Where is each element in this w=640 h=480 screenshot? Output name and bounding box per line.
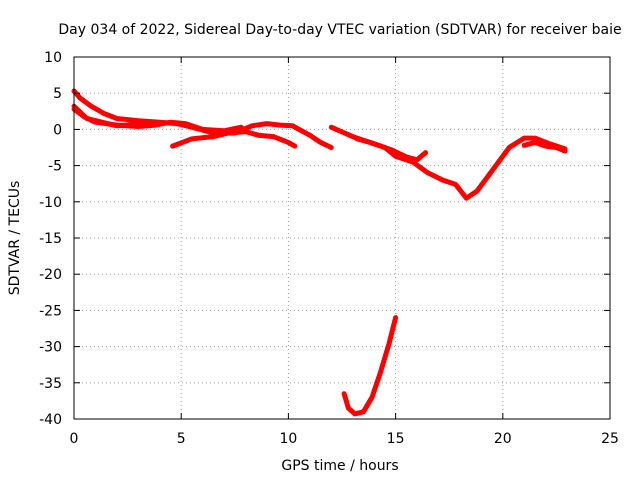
y-tick-label: 0 [53, 122, 62, 138]
series-line-trace-c [71, 103, 152, 129]
x-tick-label: 20 [494, 431, 512, 447]
x-axis-ticks: 0 5 10 15 20 25 [70, 57, 619, 447]
y-tick-label: -10 [39, 195, 62, 211]
y-tick-label: -25 [39, 303, 62, 319]
x-tick-label: 0 [70, 431, 79, 447]
y-axis-ticks: -40 -35 -30 -25 -20 -15 -10 -5 0 5 10 [39, 50, 610, 428]
y-tick-label: 5 [53, 86, 62, 102]
series-line-trace-f [354, 135, 568, 201]
x-tick-label: 10 [279, 431, 297, 447]
y-tick-label: -30 [39, 340, 62, 356]
x-tick-label: 25 [601, 431, 619, 447]
y-tick-label: 10 [44, 50, 62, 66]
series-line-trace-h [341, 315, 399, 417]
chart-title: Day 034 of 2022, Sidereal Day-to-day VTE… [58, 22, 621, 38]
y-tick-label: -35 [39, 376, 62, 392]
y-axis-label: SDTVAR / TECUs [7, 181, 23, 296]
x-tick-label: 15 [387, 431, 405, 447]
series-line-trace-d [170, 129, 298, 149]
y-tick-label: -20 [39, 267, 62, 283]
y-tick-label: -15 [39, 231, 62, 247]
y-tick-label: -5 [48, 159, 62, 175]
series-line-trace-a [71, 88, 334, 150]
y-tick-label: -40 [39, 412, 62, 428]
data-series [71, 88, 568, 417]
x-tick-label: 5 [177, 431, 186, 447]
x-axis-label: GPS time / hours [281, 458, 398, 474]
series-line-trace-g [521, 139, 568, 154]
